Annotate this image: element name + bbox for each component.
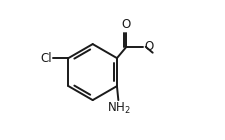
Text: O: O [121,18,130,31]
Text: Cl: Cl [40,52,52,65]
Text: O: O [143,40,153,53]
Text: NH$_2$: NH$_2$ [107,101,130,116]
